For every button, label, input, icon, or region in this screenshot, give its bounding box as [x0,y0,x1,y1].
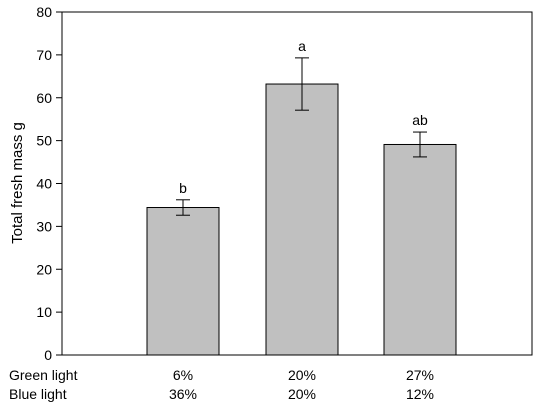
y-tick-label: 60 [36,90,52,106]
y-tick-label: 50 [36,133,52,149]
y-tick-label: 80 [36,4,52,20]
significance-letter: ab [412,112,428,128]
bar [146,207,220,356]
y-tick-label: 30 [36,218,52,234]
category-green-light: 27% [406,367,434,383]
category-green-light: 20% [288,367,316,383]
category-blue-light: 20% [288,386,316,402]
y-tick-label: 70 [36,47,52,63]
y-tick-label: 0 [44,347,52,363]
row-label-blue-light: Blue light [9,386,67,402]
significance-letter: b [179,180,187,196]
category-blue-light: 12% [406,386,434,402]
y-tick-label: 40 [36,176,52,192]
row-label-green-light: Green light [9,367,78,383]
plot-area: 0 10 20 30 40 50 60 70 80 b 6% 36% a 20% 20% ab 27% 12% [36,4,533,402]
y-tick-label: 20 [36,261,52,277]
significance-letter: a [298,38,306,54]
category-blue-light: 36% [169,386,197,402]
bar [265,83,339,356]
bar [383,143,457,356]
y-axis-title: Total fresh mass g [9,122,26,244]
category-green-light: 6% [173,367,193,383]
y-tick-label: 10 [36,304,52,320]
